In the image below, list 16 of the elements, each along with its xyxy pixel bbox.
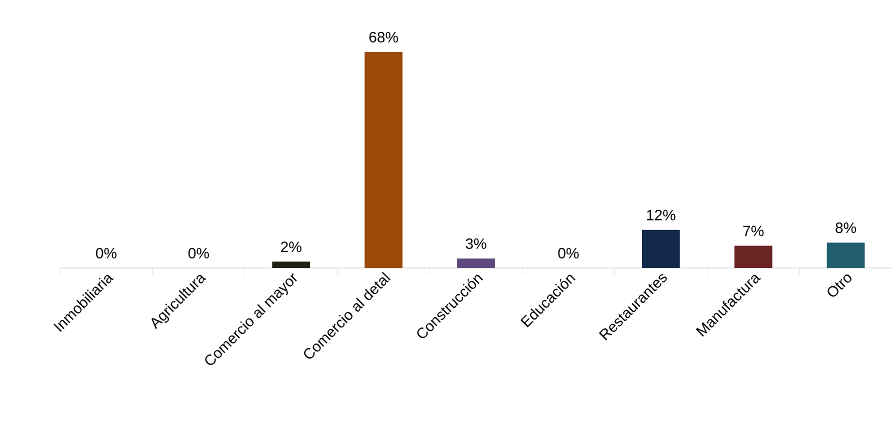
data-label: 12% <box>647 210 676 220</box>
data-label: 7% <box>743 226 764 236</box>
data-label: 3% <box>466 238 486 249</box>
bar <box>364 52 403 268</box>
data-label: 0% <box>188 248 209 258</box>
bar <box>734 246 772 268</box>
data-label: 0% <box>558 248 579 258</box>
x-tick-label: Otro <box>828 274 852 297</box>
bar <box>642 230 680 268</box>
data-label: 8% <box>836 222 856 234</box>
bar <box>272 262 310 268</box>
bar <box>457 258 495 268</box>
data-label: 68% <box>369 32 398 42</box>
data-label: 2% <box>281 242 302 252</box>
bar <box>826 242 865 268</box>
data-label: 0% <box>96 248 116 258</box>
